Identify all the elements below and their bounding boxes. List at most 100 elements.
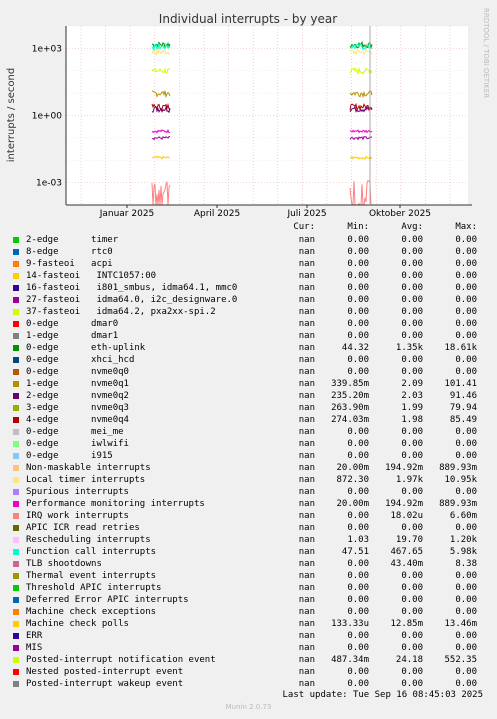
legend-row: 0-edge nvme0q0 nan 0.00 0.00 0.00 xyxy=(0,366,497,378)
legend-min: 0.00 xyxy=(347,667,369,677)
legend-max: 0.00 xyxy=(455,331,477,341)
legend-cur: nan xyxy=(298,439,315,449)
legend-swatch xyxy=(13,657,19,663)
legend-row: IRQ work interrupts nan 0.00 18.02u 6.60m xyxy=(0,510,497,522)
legend-label: 4-edge nvme0q4 xyxy=(26,415,129,425)
legend-cur: nan xyxy=(298,547,315,557)
legend-max: 0.00 xyxy=(455,571,477,581)
legend-min: 0.00 xyxy=(347,607,369,617)
x-tick-label: Oktober 2025 xyxy=(369,209,431,219)
legend-avg: 0.00 xyxy=(401,595,423,605)
legend-row: 3-edge nvme0q3 nan 263.90m 1.99 79.94 xyxy=(0,402,497,414)
legend-min: 0.00 xyxy=(347,355,369,365)
legend-max: 0.00 xyxy=(455,259,477,269)
legend-row: 0-edge dmar0 nan 0.00 0.00 0.00 xyxy=(0,318,497,330)
legend-avg: 0.00 xyxy=(401,487,423,497)
legend-label: Machine check polls xyxy=(26,619,129,629)
legend-row: Function call interrupts nan 47.51 467.65 5.… xyxy=(0,546,497,558)
legend-avg: 1.99 xyxy=(401,403,423,413)
legend-min: 0.00 xyxy=(347,331,369,341)
legend-row: Rescheduling interrupts nan 1.03 19.70 1.20k xyxy=(0,534,497,546)
legend-swatch xyxy=(13,561,19,567)
legend-min: 0.00 xyxy=(347,235,369,245)
legend-row: Machine check polls nan 133.33u 12.85m 13.46… xyxy=(0,618,497,630)
legend-min: 274.03m xyxy=(331,415,369,425)
legend-label: 3-edge nvme0q3 xyxy=(26,403,129,413)
legend-row: 0-edge i915 nan 0.00 0.00 0.00 xyxy=(0,450,497,462)
legend-label: APIC ICR read retries xyxy=(26,523,140,533)
legend-swatch xyxy=(13,261,19,267)
legend-row: 0-edge eth-uplink nan 44.32 1.35k 18.61k xyxy=(0,342,497,354)
legend-max: 0.00 xyxy=(455,307,477,317)
legend-row: 0-edge iwlwifi nan 0.00 0.00 0.00 xyxy=(0,438,497,450)
legend-row: Posted-interrupt wakeup event nan 0.00 0.00… xyxy=(0,678,497,690)
legend-max: 6.60m xyxy=(449,511,477,521)
series-line xyxy=(151,42,171,51)
legend-swatch xyxy=(13,645,19,651)
axes: 1e+03 1e+00 1e-03 Januar 2025 April 2025 Juli… xyxy=(32,26,472,219)
legend-label: ERR xyxy=(26,631,43,641)
chart: Individual interrupts - by year interrup… xyxy=(6,8,490,219)
legend-cur: nan xyxy=(298,403,315,413)
legend-label: 2-edge nvme0q2 xyxy=(26,391,129,401)
legend-cur: nan xyxy=(298,259,315,269)
legend-max: 552.35 xyxy=(444,655,477,665)
legend-max: 1.20k xyxy=(449,535,477,545)
legend-label: 9-fasteoi acpi xyxy=(26,259,113,269)
legend-row: 16-fasteoi i801_smbus, idma64.1, mmc0 nan… xyxy=(0,282,497,294)
legend-min: 0.00 xyxy=(347,247,369,257)
legend-avg: 0.00 xyxy=(401,235,423,245)
legend-row: ERR nan 0.00 0.00 0.00 xyxy=(0,630,497,642)
legend-row: 2-edge timer nan 0.00 0.00 0.00 xyxy=(0,234,497,246)
legend-min: 872.30 xyxy=(336,475,369,485)
legend-max: 0.00 xyxy=(455,235,477,245)
legend-cur: nan xyxy=(298,415,315,425)
legend-min: 0.00 xyxy=(347,571,369,581)
legend-avg: 0.00 xyxy=(401,571,423,581)
y-tick-label: 1e-03 xyxy=(36,179,62,189)
legend-row: Nested posted-interrupt event nan 0.00 0.00… xyxy=(0,666,497,678)
legend-row: APIC ICR read retries nan 0.00 0.00 0.00 xyxy=(0,522,497,534)
legend-avg: 19.70 xyxy=(395,535,423,545)
legend-swatch xyxy=(13,465,19,471)
legend-label: 0-edge dmar0 xyxy=(26,319,119,329)
legend-cur: nan xyxy=(298,655,315,665)
legend-cur: nan xyxy=(298,451,315,461)
legend-cur: nan xyxy=(298,619,315,629)
legend-avg: 1.98 xyxy=(401,415,423,425)
legend-min: 263.90m xyxy=(331,403,369,413)
legend-max: 0.00 xyxy=(455,667,477,677)
legend-min: 0.00 xyxy=(347,427,369,437)
legend-max: 0.00 xyxy=(455,367,477,377)
legend-swatch xyxy=(13,345,19,351)
legend-swatch xyxy=(13,273,19,279)
legend-swatch xyxy=(13,393,19,399)
legend-avg: 1.97k xyxy=(395,475,423,485)
legend-avg: 0.00 xyxy=(401,259,423,269)
legend-cur: nan xyxy=(298,391,315,401)
legend-label: Deferred Error APIC interrupts xyxy=(26,595,189,605)
legend-row: Local timer interrupts nan 872.30 1.97k 10.9… xyxy=(0,474,497,486)
legend-header-max: Max: xyxy=(455,222,477,232)
legend-label: Performance monitoring interrupts xyxy=(26,499,205,509)
legend-label: IRQ work interrupts xyxy=(26,511,129,521)
legend-row: Spurious interrupts nan 0.00 0.00 0.00 xyxy=(0,486,497,498)
legend-cur: nan xyxy=(298,367,315,377)
legend-label: Machine check exceptions xyxy=(26,607,157,617)
legend-avg: 0.00 xyxy=(401,439,423,449)
legend-row: 8-edge rtc0 nan 0.00 0.00 0.00 xyxy=(0,246,497,258)
legend-min: 0.00 xyxy=(347,583,369,593)
legend-min: 44.32 xyxy=(341,343,369,353)
legend-avg: 0.00 xyxy=(401,367,423,377)
legend-max: 5.98k xyxy=(449,547,477,557)
legend-avg: 0.00 xyxy=(401,523,423,533)
legend-swatch xyxy=(13,333,19,339)
legend-avg: 0.00 xyxy=(401,295,423,305)
legend-avg: 0.00 xyxy=(401,355,423,365)
legend-max: 0.00 xyxy=(455,319,477,329)
legend-header-min: Min: xyxy=(347,222,369,232)
legend-min: 0.00 xyxy=(347,439,369,449)
legend-swatch xyxy=(13,417,19,423)
legend-min: 0.00 xyxy=(347,283,369,293)
legend-avg: 0.00 xyxy=(401,667,423,677)
